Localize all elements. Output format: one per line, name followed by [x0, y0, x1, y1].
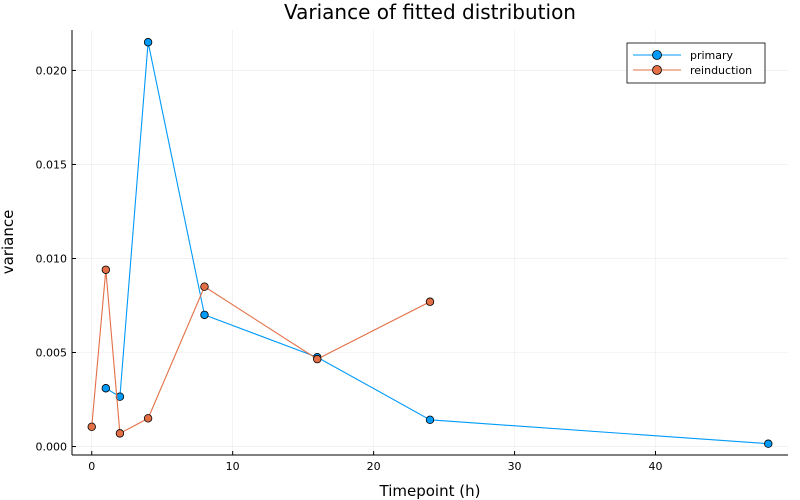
data-point-primary: [425, 415, 435, 425]
data-point-reinduction: [115, 429, 125, 438]
data-point-primary: [764, 439, 773, 448]
data-point-primary: [115, 392, 125, 401]
axes: [71, 30, 788, 456]
y-axis-title: variance: [0, 210, 17, 275]
data-point-reinduction: [425, 297, 435, 306]
legend-label-reinduction: reinduction: [690, 64, 752, 77]
y-tick-label: 0.015: [36, 158, 68, 171]
x-tick-label: 40: [649, 460, 663, 473]
x-axis-title: Timepoint (h): [379, 482, 481, 500]
data-point-reinduction: [313, 354, 322, 364]
legend-marker-reinduction: [652, 65, 662, 75]
chart-title: Variance of fitted distribution: [284, 0, 576, 24]
data-point-primary: [200, 310, 209, 320]
legend: primary reinduction: [626, 42, 766, 84]
ticks: 0 10 20 30 40 0.000 0.005 0.010 0.015 0.020: [36, 64, 663, 473]
data-point-reinduction: [101, 265, 111, 274]
series-layer: [87, 38, 773, 448]
legend-box: [626, 42, 766, 84]
x-tick-label: 0: [88, 460, 95, 473]
data-point-primary: [143, 38, 153, 47]
y-tick-label: 0.000: [36, 441, 68, 454]
data-point-reinduction: [87, 422, 96, 431]
legend-label-primary: primary: [690, 49, 734, 62]
y-tick-label: 0.020: [36, 64, 68, 77]
data-point-reinduction: [200, 282, 209, 291]
data-point-reinduction: [143, 414, 153, 423]
legend-marker-primary: [652, 50, 662, 60]
x-tick-label: 20: [367, 460, 381, 473]
x-tick-label: 10: [226, 460, 240, 473]
x-tick-label: 30: [508, 460, 522, 473]
y-tick-label: 0.005: [36, 347, 68, 360]
data-point-primary: [101, 384, 111, 393]
y-tick-label: 0.010: [36, 252, 68, 265]
